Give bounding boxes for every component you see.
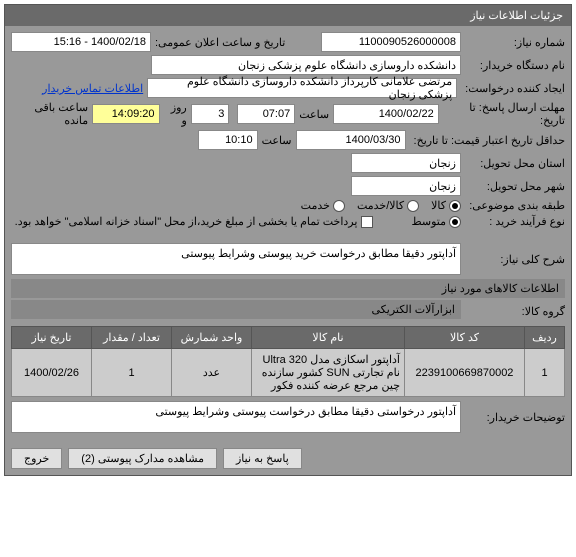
goods-group-value: ابزارآلات الکتریکی bbox=[11, 300, 461, 319]
cell-n: 1 bbox=[525, 349, 565, 397]
radio-medium[interactable]: متوسط bbox=[411, 215, 461, 228]
need-subject-value: آداپتور دقیقا مطابق درخواست خرید پیوستی … bbox=[11, 243, 461, 275]
partial-pay-checkbox[interactable] bbox=[361, 216, 373, 228]
col-unit: واحد شمارش bbox=[172, 327, 252, 349]
radio-medium-dot bbox=[449, 216, 461, 228]
main-panel: جزئیات اطلاعات نیاز شماره نیاز: 11000905… bbox=[4, 4, 572, 476]
row-buy-process: نوع فرآیند خرید : متوسط پرداخت تمام یا ب… bbox=[11, 215, 565, 228]
row-buyer-notes: توضیحات خریدار: آداپتور درخواستی دقیقا م… bbox=[11, 401, 565, 433]
contact-link[interactable]: اطلاعات تماس خریدار bbox=[42, 82, 143, 95]
days-value: 3 bbox=[191, 104, 230, 124]
time-label-1: ساعت bbox=[299, 108, 329, 121]
cell-name: آداپتور اسکازی مدل 320 Ultra نام تجارتی … bbox=[252, 349, 405, 397]
table-row: 1 2239100669870002 آداپتور اسکازی مدل 32… bbox=[12, 349, 565, 397]
panel-body: شماره نیاز: 1100090526000008 تاریخ و ساع… bbox=[5, 26, 571, 442]
row-subject-class: طبقه بندی موضوعی: کالا کالا/خدمت خدمت bbox=[11, 199, 565, 212]
buyer-notes-label: توضیحات خریدار: bbox=[465, 411, 565, 424]
row-price-valid: حداقل تاریخ اعتبار قیمت: تا تاریخ: 1400/… bbox=[11, 130, 565, 150]
radio-goods-service-dot bbox=[407, 200, 419, 212]
radio-goods-service[interactable]: کالا/خدمت bbox=[357, 199, 419, 212]
buyer-notes-value: آداپتور درخواستی دقیقا مطابق درخواست پیو… bbox=[11, 401, 461, 433]
need-number-label: شماره نیاز: bbox=[465, 36, 565, 49]
buy-process-label: نوع فرآیند خرید : bbox=[465, 215, 565, 228]
col-code: کد کالا bbox=[405, 327, 525, 349]
price-time-value: 10:10 bbox=[198, 130, 258, 150]
remaining-label: ساعت باقی مانده bbox=[11, 101, 88, 127]
need-number-value: 1100090526000008 bbox=[321, 32, 461, 52]
announce-date-value: 1400/02/18 - 15:16 bbox=[11, 32, 151, 52]
delivery-city-value: زنجان bbox=[351, 176, 461, 196]
radio-service-dot bbox=[333, 200, 345, 212]
price-date-value: 1400/03/30 bbox=[296, 130, 406, 150]
attachments-button[interactable]: مشاهده مدارک پیوستی (2) bbox=[68, 448, 217, 469]
row-need-subject: شرح کلی نیاز: آداپتور دقیقا مطابق درخواس… bbox=[11, 243, 565, 275]
cell-qty: 1 bbox=[92, 349, 172, 397]
row-delivery-city: شهر محل تحویل: زنجان bbox=[11, 176, 565, 196]
buy-process-radios: متوسط bbox=[411, 215, 461, 228]
creator-label: ایجاد کننده درخواست: bbox=[461, 82, 565, 95]
reply-deadline-label: مهلت ارسال پاسخ: تا تاریخ: bbox=[443, 101, 565, 127]
creator-value: مرتضی علامانی کارپرداز دانشکده داروسازی … bbox=[147, 78, 457, 98]
row-delivery-province: استان محل تحویل: زنجان bbox=[11, 153, 565, 173]
panel-title: جزئیات اطلاعات نیاز bbox=[5, 5, 571, 26]
exit-button[interactable]: خروج bbox=[11, 448, 62, 469]
goods-group-label: گروه کالا: bbox=[465, 305, 565, 318]
row-creator: ایجاد کننده درخواست: مرتضی علامانی کارپر… bbox=[11, 78, 565, 98]
radio-service-label: خدمت bbox=[301, 199, 330, 212]
radio-service[interactable]: خدمت bbox=[301, 199, 345, 212]
announce-date-label: تاریخ و ساعت اعلان عمومی: bbox=[155, 36, 285, 49]
table-header-row: ردیف کد کالا نام کالا واحد شمارش تعداد /… bbox=[12, 327, 565, 349]
delivery-city-label: شهر محل تحویل: bbox=[465, 180, 565, 193]
cell-code: 2239100669870002 bbox=[405, 349, 525, 397]
cell-unit: عدد bbox=[172, 349, 252, 397]
row-need-number: شماره نیاز: 1100090526000008 تاریخ و ساع… bbox=[11, 32, 565, 52]
row-goods-group: گروه کالا: ابزارآلات الکتریکی bbox=[11, 300, 565, 323]
delivery-province-label: استان محل تحویل: bbox=[465, 157, 565, 170]
buyer-org-label: نام دستگاه خریدار: bbox=[465, 59, 565, 72]
days-label: روز و bbox=[164, 101, 187, 127]
radio-goods-label: کالا bbox=[431, 199, 446, 212]
items-section-title: اطلاعات کالاهای مورد نیاز bbox=[11, 279, 565, 298]
button-bar: پاسخ به نیاز مشاهده مدارک پیوستی (2) خرو… bbox=[5, 442, 571, 475]
remaining-time-value: 14:09:20 bbox=[92, 104, 159, 124]
col-n: ردیف bbox=[525, 327, 565, 349]
radio-goods[interactable]: کالا bbox=[431, 199, 461, 212]
need-subject-label: شرح کلی نیاز: bbox=[465, 253, 565, 266]
col-qty: تعداد / مقدار bbox=[92, 327, 172, 349]
col-name: نام کالا bbox=[252, 327, 405, 349]
partial-pay-label: پرداخت تمام یا بخشی از مبلغ خرید،از محل … bbox=[15, 215, 358, 228]
buyer-org-value: دانشکده داروسازی دانشگاه علوم پزشکی زنجا… bbox=[151, 55, 461, 75]
subject-class-radios: کالا کالا/خدمت خدمت bbox=[301, 199, 461, 212]
reply-button[interactable]: پاسخ به نیاز bbox=[223, 448, 302, 469]
row-reply-deadline: مهلت ارسال پاسخ: تا تاریخ: 1400/02/22 سا… bbox=[11, 101, 565, 127]
subject-class-label: طبقه بندی موضوعی: bbox=[465, 199, 565, 212]
col-date: تاریخ نیاز bbox=[12, 327, 92, 349]
radio-goods-dot bbox=[449, 200, 461, 212]
reply-date-value: 1400/02/22 bbox=[333, 104, 439, 124]
price-valid-label: حداقل تاریخ اعتبار قیمت: تا تاریخ: bbox=[410, 134, 565, 147]
items-table: ردیف کد کالا نام کالا واحد شمارش تعداد /… bbox=[11, 326, 565, 397]
row-buyer-org: نام دستگاه خریدار: دانشکده داروسازی دانش… bbox=[11, 55, 565, 75]
delivery-province-value: زنجان bbox=[351, 153, 461, 173]
time-label-2: ساعت bbox=[262, 134, 292, 147]
reply-time-value: 07:07 bbox=[237, 104, 295, 124]
cell-date: 1400/02/26 bbox=[12, 349, 92, 397]
radio-medium-label: متوسط bbox=[411, 215, 446, 228]
radio-goods-service-label: کالا/خدمت bbox=[357, 199, 404, 212]
